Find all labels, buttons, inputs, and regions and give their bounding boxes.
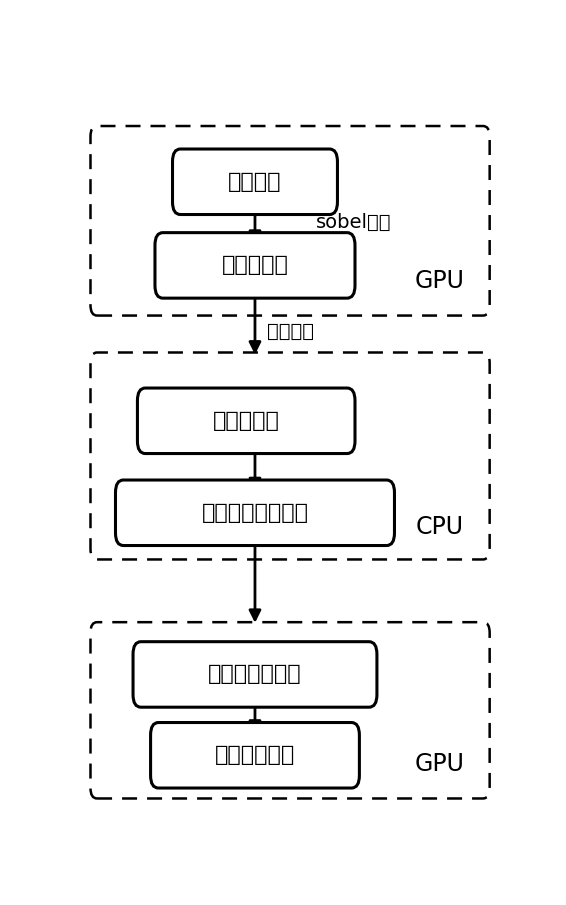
Text: 二值化图像: 二值化图像 xyxy=(221,255,289,275)
FancyBboxPatch shape xyxy=(133,642,377,707)
Text: 平行坐标空间映射: 平行坐标空间映射 xyxy=(201,503,308,523)
Text: sobel算子: sobel算子 xyxy=(316,214,392,233)
FancyBboxPatch shape xyxy=(138,388,355,453)
Text: 离屏渲染: 离屏渲染 xyxy=(267,322,314,341)
Text: 计算区域最大值: 计算区域最大值 xyxy=(208,664,302,684)
FancyBboxPatch shape xyxy=(151,722,359,788)
Text: GPU: GPU xyxy=(414,270,464,293)
Text: CPU: CPU xyxy=(415,515,463,538)
Text: GPU: GPU xyxy=(414,752,464,776)
Text: 输入图像: 输入图像 xyxy=(228,172,282,192)
FancyBboxPatch shape xyxy=(173,149,337,214)
FancyBboxPatch shape xyxy=(155,233,355,298)
Text: 计算直线方程: 计算直线方程 xyxy=(215,746,295,766)
FancyBboxPatch shape xyxy=(115,480,395,546)
Text: 计算边界点: 计算边界点 xyxy=(213,411,280,431)
